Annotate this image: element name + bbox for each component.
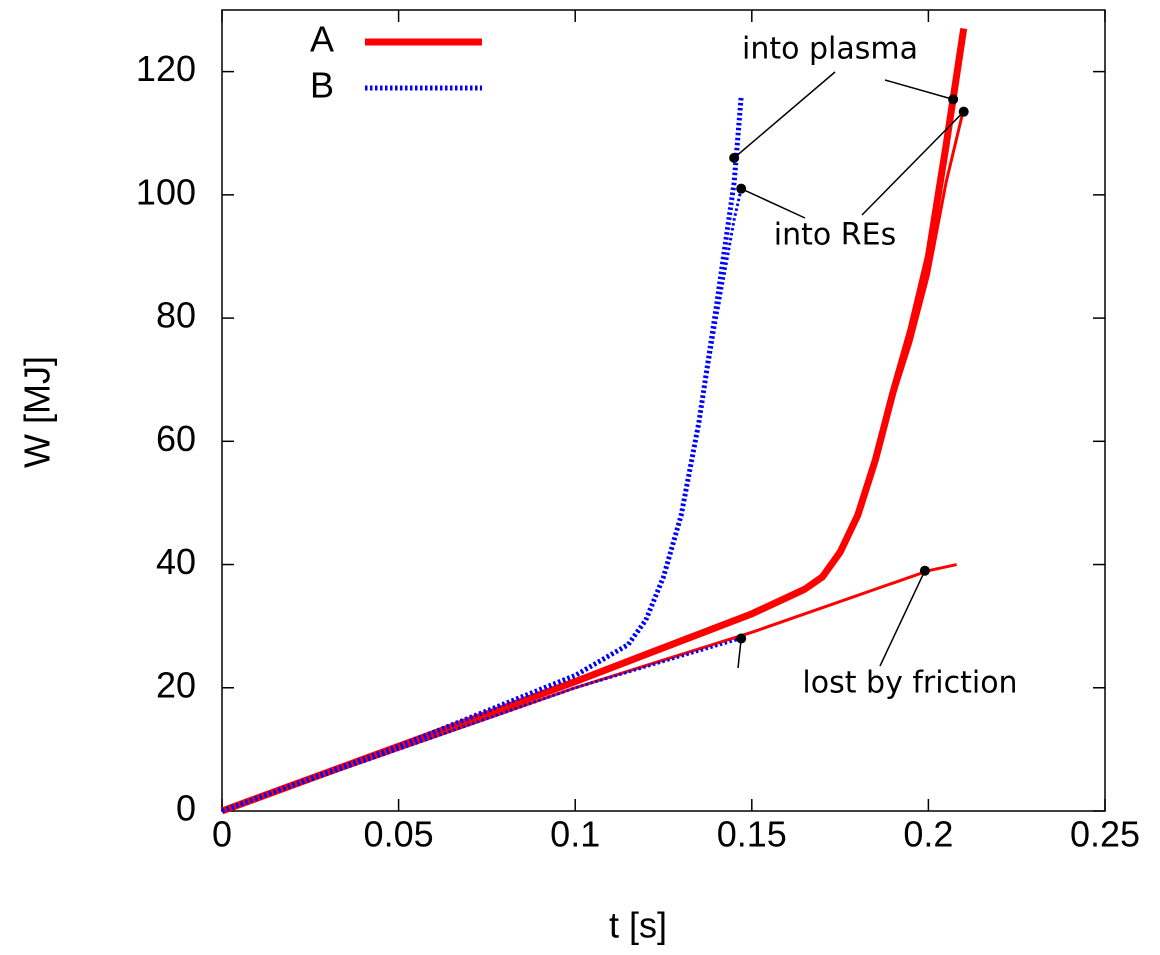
annotation-leader [879, 570, 926, 667]
annotation-point [958, 106, 969, 117]
annotation-point [729, 152, 740, 163]
x-axis-label: t [s] [609, 905, 667, 946]
y-tick-label: 80 [156, 295, 196, 336]
annotation-point [736, 183, 747, 194]
x-tick-label: 0 [212, 814, 232, 855]
y-tick-label: 20 [156, 664, 196, 705]
legend-label: B [310, 65, 334, 106]
annotation-label: into REs [774, 218, 896, 253]
y-tick-label: 100 [136, 171, 196, 212]
annotation-label: lost by friction [802, 666, 1017, 701]
y-tick-label: 60 [156, 418, 196, 459]
data-line [221, 96, 744, 814]
plot-frame [221, 9, 1106, 812]
x-tick-label: 0.15 [717, 814, 787, 855]
y-tick-label: 40 [156, 541, 196, 582]
data-line [221, 637, 742, 813]
annotation-leader [884, 79, 954, 101]
x-tick-label: 0.1 [550, 814, 600, 855]
legend-label: A [310, 19, 334, 60]
data-line [221, 188, 743, 813]
annotation-leader [733, 71, 836, 159]
annotation-point [919, 565, 930, 576]
x-tick-label: 0.05 [364, 814, 434, 855]
y-tick-label: 0 [176, 788, 196, 829]
data-line [221, 108, 966, 813]
y-axis-label: W [MJ] [17, 356, 58, 468]
y-tick-label: 120 [136, 48, 196, 89]
x-tick-label: 0.25 [1070, 814, 1140, 855]
annotation-label: into plasma [742, 32, 918, 67]
annotation-leader [740, 188, 806, 219]
annotation-point [948, 94, 959, 105]
x-tick-label: 0.2 [903, 814, 953, 855]
annotation-leader [861, 111, 965, 216]
annotation-point [736, 633, 747, 644]
